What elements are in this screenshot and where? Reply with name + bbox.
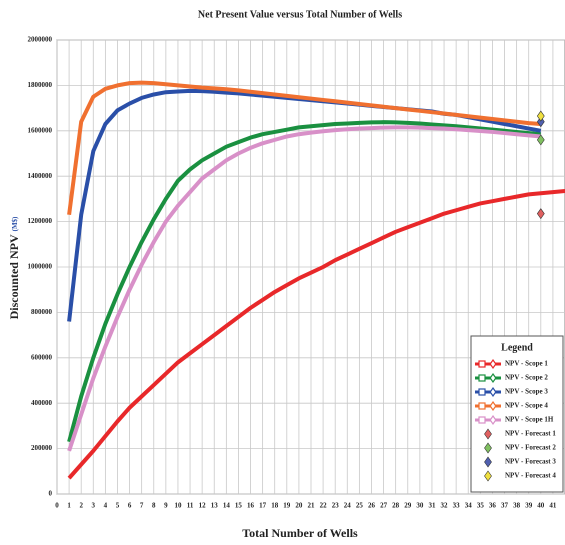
x-tick-label: 9 — [164, 502, 168, 510]
series-line — [67, 125, 541, 452]
y-tick-label: 1200000 — [28, 217, 53, 225]
x-tick-label: 12 — [199, 502, 207, 510]
x-tick-label: 22 — [320, 502, 328, 510]
legend-label: NPV - Scope 1 — [505, 360, 548, 368]
legend-label: NPV - Scope 4 — [505, 402, 548, 410]
legend-marker — [484, 456, 492, 468]
legend-marker — [478, 416, 486, 424]
x-tick-label: 11 — [187, 502, 194, 510]
legend-marker — [484, 470, 492, 482]
forecast-point — [536, 134, 545, 146]
x-tick-label: 4 — [104, 502, 108, 510]
x-tick-label: 33 — [453, 502, 461, 510]
legend-marker — [489, 400, 497, 412]
x-tick-label: 15 — [235, 502, 243, 510]
x-tick-label: 14 — [223, 502, 231, 510]
x-tick-label: 7 — [140, 502, 144, 510]
legend-box — [470, 335, 564, 493]
y-tick-label: 800000 — [31, 308, 53, 316]
x-tick-label: 24 — [344, 502, 352, 510]
x-tick-label: 16 — [247, 502, 255, 510]
series-line — [67, 80, 541, 216]
x-tick-label: 32 — [441, 502, 449, 510]
y-tick-label: 1800000 — [28, 81, 53, 89]
x-tick-label: 18 — [271, 502, 279, 510]
x-tick-label: 34 — [465, 502, 473, 510]
x-tick-label: 41 — [549, 502, 557, 510]
legend-label: NPV - Scope 1H — [505, 416, 554, 424]
x-tick-label: 19 — [283, 502, 291, 510]
legend-label: NPV - Forecast 3 — [505, 458, 556, 466]
y-tick-label: 1000000 — [28, 263, 53, 271]
legend-marker — [478, 388, 486, 396]
x-tick-label: 8 — [152, 502, 156, 510]
legend-title: Legend — [501, 342, 533, 353]
x-tick-label: 27 — [380, 502, 388, 510]
legend-marker — [489, 372, 497, 384]
x-tick-label: 0 — [55, 502, 59, 510]
x-tick-label: 10 — [174, 502, 182, 510]
x-tick-label: 37 — [501, 502, 509, 510]
x-tick-label: 39 — [525, 502, 533, 510]
legend-marker — [489, 386, 497, 398]
legend-label: NPV - Forecast 2 — [505, 444, 556, 452]
legend-marker — [484, 442, 492, 454]
forecast-point — [536, 116, 545, 128]
y-tick-label: 200000 — [31, 444, 53, 452]
series-line — [67, 188, 565, 480]
x-tick-label: 26 — [368, 502, 376, 510]
y-tick-label: 0 — [49, 490, 53, 498]
y-tick-label: 600000 — [31, 353, 53, 361]
legend-marker — [489, 414, 497, 426]
x-tick-label: 31 — [428, 502, 436, 510]
x-tick-label: 5 — [116, 502, 120, 510]
y-tick-label: 1600000 — [28, 126, 53, 134]
x-tick-label: 23 — [332, 502, 340, 510]
legend-label: NPV - Forecast 4 — [505, 472, 556, 480]
y-label-unit: (M$) — [11, 216, 19, 231]
x-axis-label: Total Number of Wells — [242, 526, 358, 540]
x-tick-label: 3 — [92, 502, 96, 510]
legend-marker — [478, 360, 486, 368]
x-tick-label: 38 — [513, 502, 521, 510]
x-tick-label: 25 — [356, 502, 364, 510]
legend-marker — [478, 402, 486, 410]
legend-label: NPV - Scope 2 — [505, 374, 548, 382]
legend-label: NPV - Forecast 1 — [505, 430, 556, 438]
forecast-point — [536, 208, 545, 220]
x-tick-label: 20 — [295, 502, 303, 510]
series-line — [67, 120, 541, 443]
legend-marker — [489, 358, 497, 370]
legend-marker — [478, 374, 486, 382]
y-tick-label: 2000000 — [28, 36, 53, 44]
legend-label: NPV - Scope 3 — [505, 388, 548, 396]
x-tick-label: 36 — [489, 502, 497, 510]
x-tick-label: 35 — [477, 502, 485, 510]
x-tick-label: 13 — [211, 502, 219, 510]
legend-marker — [484, 428, 492, 440]
x-tick-label: 2 — [79, 502, 83, 510]
x-tick-label: 1 — [67, 502, 71, 510]
x-tick-label: 6 — [128, 502, 132, 510]
x-tick-label: 21 — [308, 502, 316, 510]
y-axis-label: Discounted NPV (M$) — [7, 216, 21, 319]
chart-title: Net Present Value versus Total Number of… — [198, 9, 402, 20]
y-tick-label: 1400000 — [28, 172, 53, 180]
y-tick-label: 400000 — [31, 399, 53, 407]
x-tick-label: 29 — [404, 502, 412, 510]
x-tick-label: 17 — [259, 502, 267, 510]
x-tick-label: 30 — [416, 502, 424, 510]
y-label-text: Discounted NPV — [7, 234, 21, 319]
forecast-point — [536, 110, 545, 122]
x-tick-label: 40 — [537, 502, 545, 510]
x-tick-label: 28 — [392, 502, 400, 510]
